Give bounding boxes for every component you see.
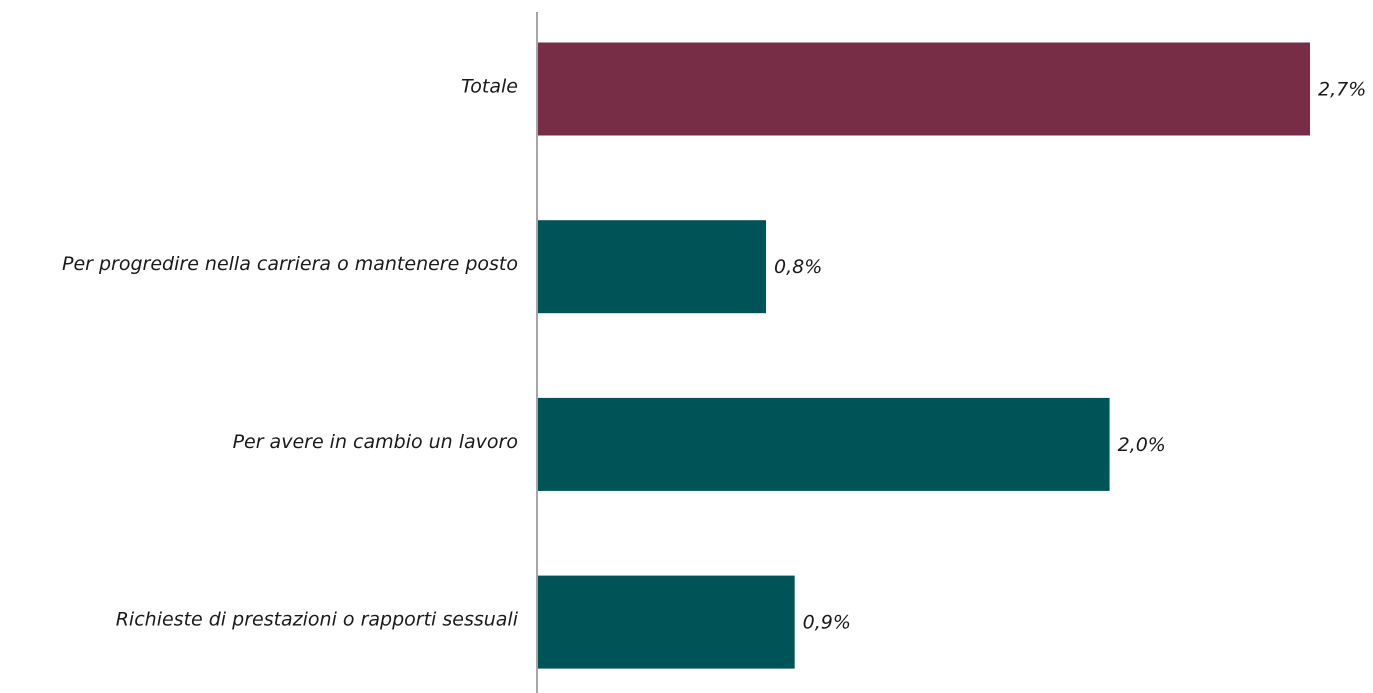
category-label: Per avere in cambio un lavoro [233,431,518,453]
value-label: 0,8% [774,256,822,278]
category-label: Per progredire nella carriera o mantener… [62,253,518,275]
bar [537,575,795,669]
category-label: Totale [461,76,518,98]
bar [537,220,767,314]
value-label: 2,0% [1118,434,1166,456]
value-label: 0,9% [803,612,851,634]
bar [537,42,1310,136]
category-label: Richieste di prestazioni o rapporti sess… [116,609,519,631]
value-label: 2,7% [1318,79,1366,101]
bar [537,397,1110,491]
